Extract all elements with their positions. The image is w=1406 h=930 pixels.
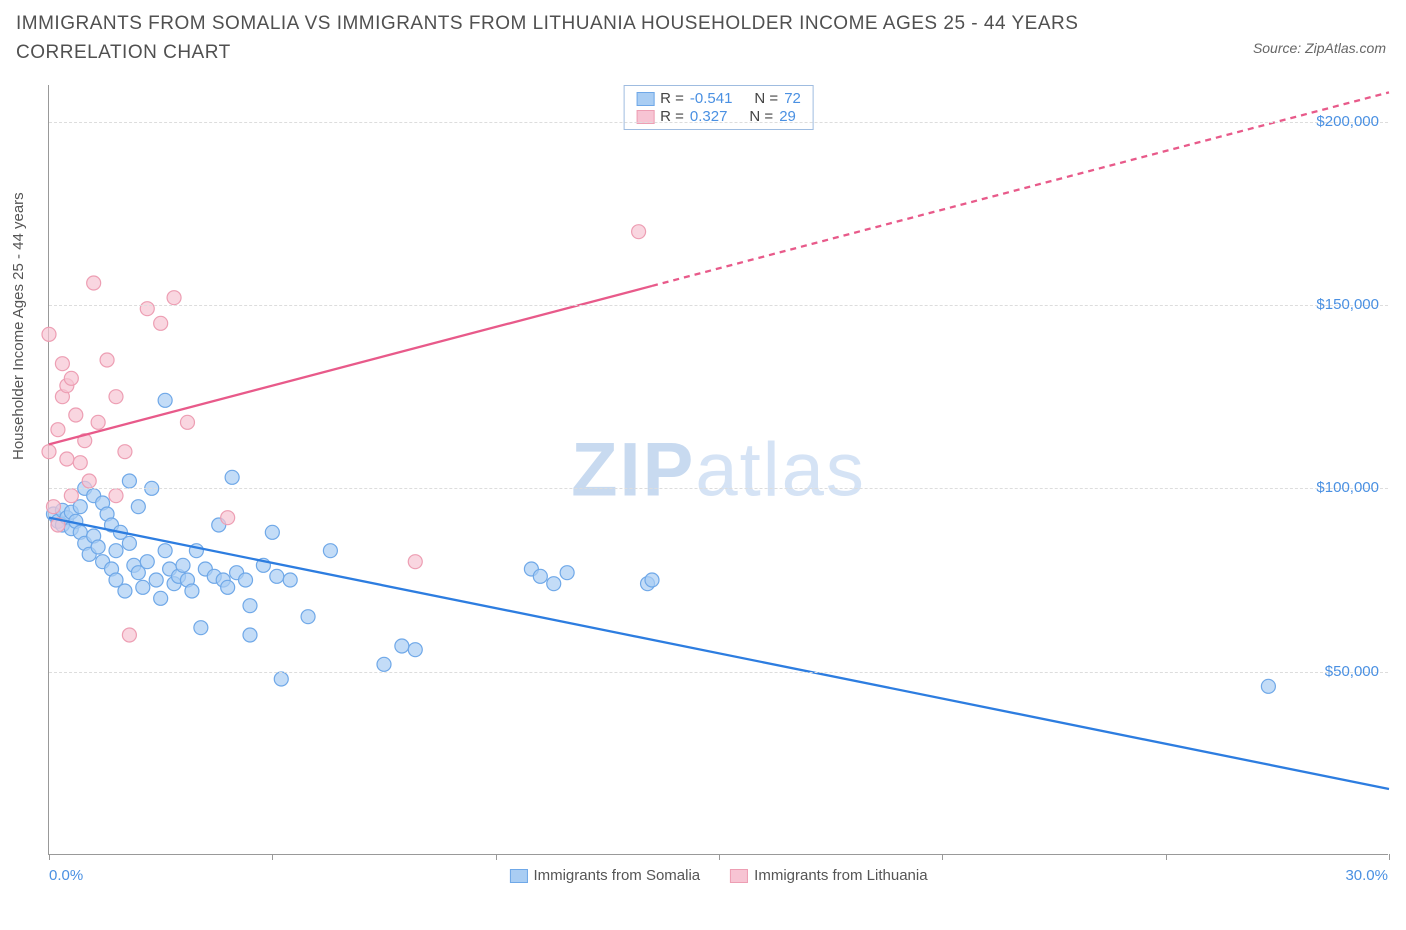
legend-n-label: N = (754, 90, 778, 107)
scatter-point (140, 555, 154, 569)
x-tick-mark (942, 854, 943, 860)
scatter-point (547, 577, 561, 591)
scatter-point (323, 544, 337, 558)
x-tick-mark (496, 854, 497, 860)
x-tick-mark (1389, 854, 1390, 860)
series-legend-item: Immigrants from Lithuania (730, 867, 927, 884)
scatter-point (64, 489, 78, 503)
x-tick-mark (272, 854, 273, 860)
scatter-point (176, 558, 190, 572)
scatter-point (167, 291, 181, 305)
scatter-point (42, 327, 56, 341)
correlation-legend: R =-0.541N =72R = 0.327N =29 (623, 85, 814, 130)
chart-plot-area: ZIPatlas R =-0.541N =72R = 0.327N =29 Im… (48, 85, 1388, 855)
gridline (49, 305, 1388, 306)
scatter-point (185, 584, 199, 598)
scatter-point (149, 573, 163, 587)
scatter-point (100, 353, 114, 367)
scatter-point (154, 591, 168, 605)
legend-swatch (636, 92, 654, 106)
x-tick-mark (719, 854, 720, 860)
scatter-point (131, 500, 145, 514)
legend-n-value: 72 (784, 90, 801, 107)
scatter-point (118, 445, 132, 459)
chart-title: IMMIGRANTS FROM SOMALIA VS IMMIGRANTS FR… (16, 10, 1206, 67)
scatter-point (91, 540, 105, 554)
scatter-point (69, 408, 83, 422)
legend-r-label: R = (660, 90, 684, 107)
scatter-point (118, 584, 132, 598)
legend-swatch (509, 869, 527, 883)
legend-swatch (730, 869, 748, 883)
scatter-point (180, 415, 194, 429)
series-name: Immigrants from Lithuania (754, 867, 927, 884)
series-name: Immigrants from Somalia (533, 867, 700, 884)
scatter-point (109, 390, 123, 404)
scatter-point (408, 643, 422, 657)
scatter-point (82, 474, 96, 488)
plot-svg (49, 85, 1388, 854)
scatter-point (109, 489, 123, 503)
scatter-point (158, 393, 172, 407)
scatter-point (408, 555, 422, 569)
scatter-point (91, 415, 105, 429)
scatter-point (140, 302, 154, 316)
scatter-point (73, 456, 87, 470)
scatter-point (109, 544, 123, 558)
scatter-point (301, 610, 315, 624)
scatter-point (243, 599, 257, 613)
y-tick-label: $150,000 (1299, 296, 1379, 313)
scatter-point (1261, 679, 1275, 693)
scatter-point (533, 569, 547, 583)
scatter-point (158, 544, 172, 558)
gridline (49, 122, 1388, 123)
scatter-point (46, 500, 60, 514)
scatter-point (194, 621, 208, 635)
scatter-point (64, 371, 78, 385)
scatter-point (560, 566, 574, 580)
x-tick-mark (49, 854, 50, 860)
gridline (49, 672, 1388, 673)
legend-r-value: -0.541 (690, 90, 733, 107)
scatter-point (122, 628, 136, 642)
x-max-label: 30.0% (1345, 867, 1388, 884)
scatter-point (122, 536, 136, 550)
scatter-point (377, 657, 391, 671)
gridline (49, 488, 1388, 489)
y-tick-label: $100,000 (1299, 479, 1379, 496)
series-legend-item: Immigrants from Somalia (509, 867, 700, 884)
scatter-point (55, 357, 69, 371)
scatter-point (42, 445, 56, 459)
scatter-point (274, 672, 288, 686)
scatter-point (239, 573, 253, 587)
legend-row: R = -0.541 N = 72 (636, 90, 801, 107)
scatter-point (283, 573, 297, 587)
scatter-point (122, 474, 136, 488)
x-tick-mark (1166, 854, 1167, 860)
scatter-point (154, 316, 168, 330)
scatter-point (270, 569, 284, 583)
scatter-point (645, 573, 659, 587)
scatter-point (265, 525, 279, 539)
scatter-point (136, 580, 150, 594)
scatter-point (51, 423, 65, 437)
source-label: Source: ZipAtlas.com (1253, 40, 1386, 56)
scatter-point (221, 511, 235, 525)
scatter-point (60, 452, 74, 466)
scatter-point (632, 225, 646, 239)
scatter-point (225, 470, 239, 484)
scatter-point (395, 639, 409, 653)
trend-line (49, 286, 652, 444)
scatter-point (87, 276, 101, 290)
y-axis-label: Householder Income Ages 25 - 44 years (10, 192, 27, 460)
series-legend: Immigrants from Somalia Immigrants from L… (509, 867, 927, 884)
scatter-point (243, 628, 257, 642)
scatter-point (221, 580, 235, 594)
x-min-label: 0.0% (49, 867, 83, 884)
trend-line (49, 518, 1389, 789)
y-tick-label: $200,000 (1299, 113, 1379, 130)
y-tick-label: $50,000 (1299, 663, 1379, 680)
